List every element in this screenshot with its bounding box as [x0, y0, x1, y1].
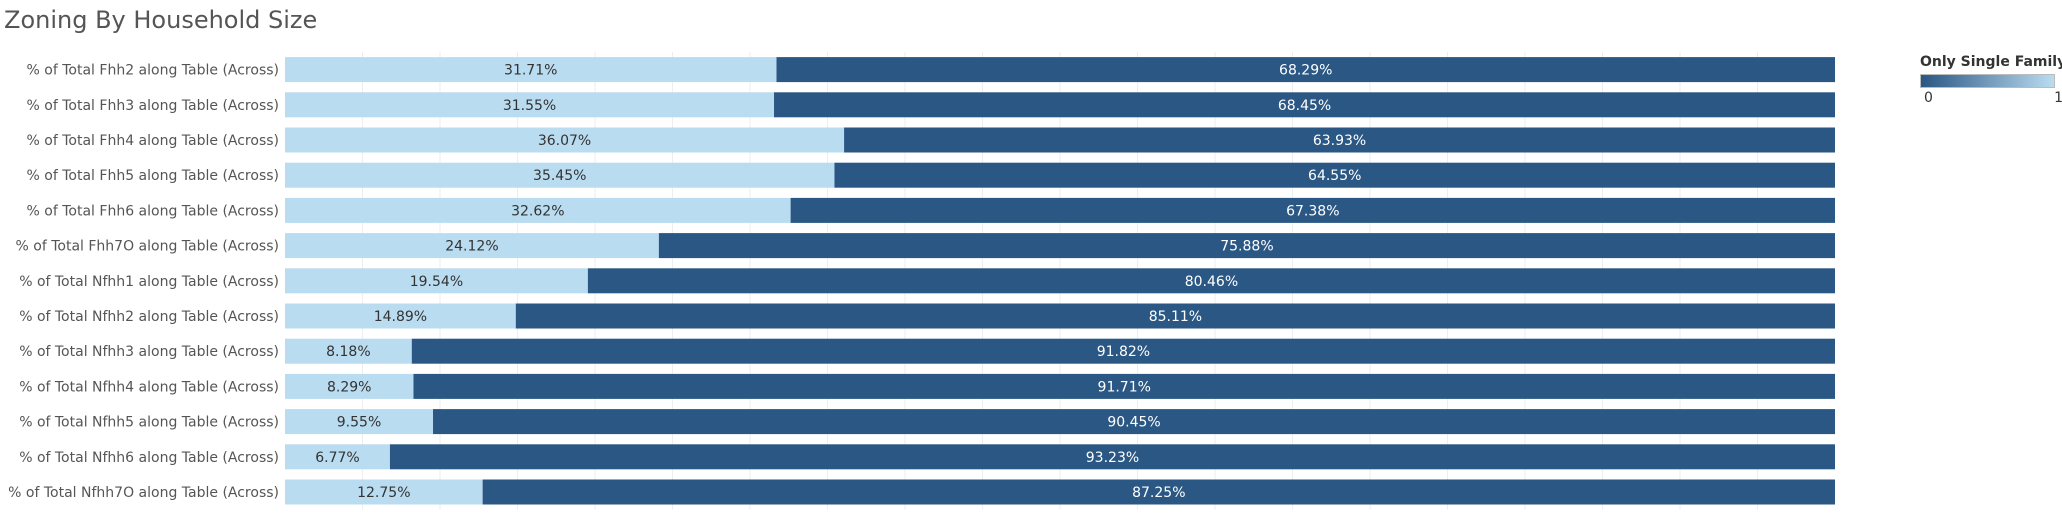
bar-segment[interactable]: [658, 233, 1835, 259]
data-label: 6.77%: [315, 450, 359, 466]
data-label: 8.18%: [326, 344, 370, 360]
bar-segment[interactable]: [515, 303, 1836, 329]
data-label: 31.71%: [504, 63, 557, 79]
data-label: 36.07%: [538, 133, 591, 149]
data-label: 75.88%: [1220, 239, 1273, 255]
bar-segment[interactable]: [411, 338, 1835, 364]
legend-gradient-bar: [1920, 74, 2055, 88]
category-label: % of Total Nfhh1 along Table (Across): [19, 274, 279, 290]
data-label: 90.45%: [1107, 415, 1160, 431]
bar-segment[interactable]: [774, 92, 1835, 118]
bar-segment[interactable]: [285, 479, 483, 505]
data-label: 64.55%: [1308, 168, 1361, 184]
data-label: 80.46%: [1185, 274, 1238, 290]
legend-max-label: 1: [2054, 90, 2062, 106]
bar-segment[interactable]: [285, 409, 434, 435]
data-label: 68.45%: [1278, 98, 1331, 114]
bar-segment[interactable]: [285, 197, 791, 223]
category-label: % of Total Fhh2 along Table (Across): [27, 63, 279, 79]
bar-segment[interactable]: [285, 92, 775, 118]
data-label: 63.93%: [1313, 133, 1366, 149]
data-label: 32.62%: [511, 203, 564, 219]
bar-segment[interactable]: [285, 127, 845, 153]
data-label: 19.54%: [410, 274, 463, 290]
data-label: 24.12%: [445, 239, 498, 255]
data-label: 67.38%: [1286, 203, 1339, 219]
data-label: 91.82%: [1097, 344, 1150, 360]
category-label: % of Total Fhh3 along Table (Across): [27, 98, 279, 114]
data-label: 93.23%: [1086, 450, 1139, 466]
data-label: 35.45%: [533, 168, 586, 184]
data-label: 85.11%: [1149, 309, 1202, 325]
data-label: 12.75%: [357, 485, 410, 501]
category-label: % of Total Fhh7O along Table (Across): [16, 239, 279, 255]
bar-segment[interactable]: [834, 162, 1835, 188]
bar-segment[interactable]: [285, 162, 835, 188]
bar-segment[interactable]: [587, 268, 1835, 294]
category-label: % of Total Nfhh4 along Table (Across): [19, 379, 279, 395]
bar-segment[interactable]: [844, 127, 1835, 153]
data-label: 9.55%: [337, 415, 381, 431]
category-label: % of Total Fhh6 along Table (Across): [27, 203, 279, 219]
bar-segment[interactable]: [482, 479, 1835, 505]
bar-segment[interactable]: [285, 57, 777, 83]
data-label: 14.89%: [374, 309, 427, 325]
data-label: 31.55%: [503, 98, 556, 114]
bar-segment[interactable]: [790, 197, 1835, 223]
category-label: % of Total Nfhh2 along Table (Across): [19, 309, 279, 325]
bar-segment[interactable]: [413, 373, 1835, 399]
bar-segment[interactable]: [285, 268, 588, 294]
data-label: 87.25%: [1132, 485, 1185, 501]
category-label: % of Total Nfhh5 along Table (Across): [19, 415, 279, 431]
data-label: 68.29%: [1279, 63, 1332, 79]
bar-segment[interactable]: [776, 57, 1835, 83]
legend-ticks: 0 1: [1920, 88, 2062, 106]
bar-segment[interactable]: [285, 233, 659, 259]
bar-segment[interactable]: [285, 373, 414, 399]
chart-title: Zoning By Household Size: [4, 6, 318, 34]
legend-min-label: 0: [1924, 90, 1933, 106]
category-label: % of Total Nfhh3 along Table (Across): [19, 344, 279, 360]
category-label: % of Total Fhh5 along Table (Across): [27, 168, 279, 184]
bar-segment[interactable]: [433, 409, 1835, 435]
category-label: % of Total Fhh4 along Table (Across): [27, 133, 279, 149]
data-label: 8.29%: [327, 379, 371, 395]
legend-title: Only Single Family: [1920, 54, 2062, 70]
bar-segment[interactable]: [285, 338, 412, 364]
bar-segment[interactable]: [389, 444, 1835, 470]
color-legend: Only Single Family 0 1: [1920, 54, 2062, 106]
bar-segment[interactable]: [285, 444, 390, 470]
data-label: 91.71%: [1098, 379, 1151, 395]
bar-segment[interactable]: [285, 303, 516, 329]
category-label: % of Total Nfhh7O along Table (Across): [8, 485, 279, 501]
category-label: % of Total Nfhh6 along Table (Across): [19, 450, 279, 466]
